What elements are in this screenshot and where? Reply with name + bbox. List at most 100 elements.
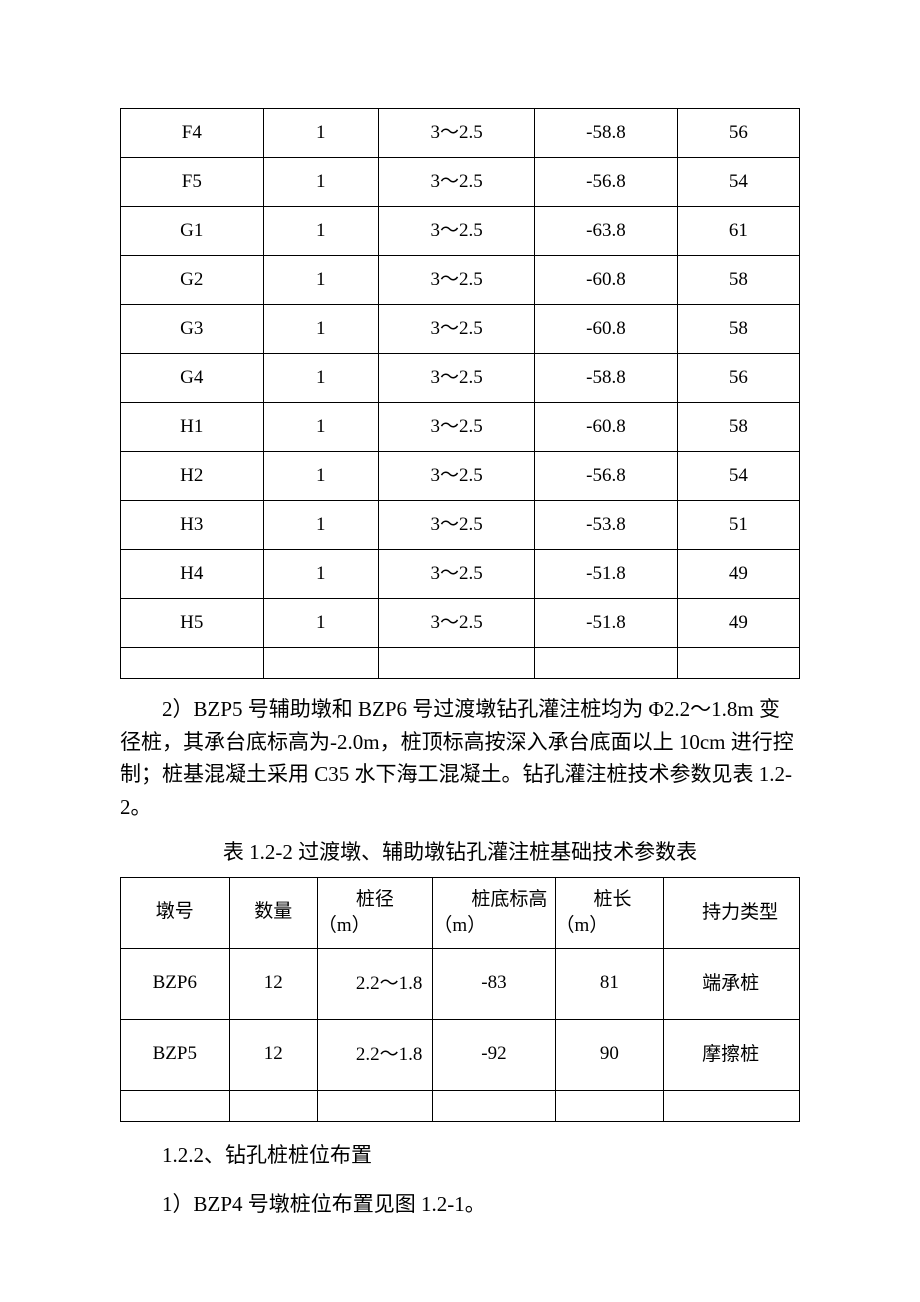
cell-elevation: -56.8 (535, 158, 678, 207)
table-row-empty (121, 1090, 800, 1121)
cell-elevation: -58.8 (535, 109, 678, 158)
cell-empty (535, 648, 678, 679)
cell-diameter: 3～2.5 (379, 109, 535, 158)
cell-length: 49 (677, 599, 799, 648)
cell-code: H1 (121, 403, 264, 452)
cell-diameter: 3～2.5 (379, 305, 535, 354)
cell-diameter: 3～2.5 (379, 550, 535, 599)
cell-diameter: 3～2.5 (379, 599, 535, 648)
table-2-caption: 表 1.2-2 过渡墩、辅助墩钻孔灌注桩基础技术参数表 (120, 837, 800, 869)
cell-code: G1 (121, 207, 264, 256)
cell-pier-no: BZP6 (121, 948, 230, 1019)
table-row: H4 1 3～2.5 -51.8 49 (121, 550, 800, 599)
cell-length: 54 (677, 452, 799, 501)
cell-code: F4 (121, 109, 264, 158)
section-heading-1-2-2: 1.2.2、钻孔桩桩位布置 (120, 1140, 800, 1172)
cell-diameter: 3～2.5 (379, 403, 535, 452)
cell-qty: 1 (263, 354, 378, 403)
cell-elevation: -60.8 (535, 305, 678, 354)
cell-diameter: 3～2.5 (379, 256, 535, 305)
cell-qty: 1 (263, 109, 378, 158)
cell-diameter: 2.2～1.8 (317, 1019, 432, 1090)
table-row: G1 1 3～2.5 -63.8 61 (121, 207, 800, 256)
table-row: G3 1 3～2.5 -60.8 58 (121, 305, 800, 354)
cell-diameter: 2.2～1.8 (317, 948, 432, 1019)
cell-elevation: -53.8 (535, 501, 678, 550)
table-row: BZP5 12 2.2～1.8 -92 90 摩擦桩 (121, 1019, 800, 1090)
cell-code: G3 (121, 305, 264, 354)
cell-code: H5 (121, 599, 264, 648)
header-bearing-type: 持力类型 (664, 877, 800, 948)
cell-elevation: -56.8 (535, 452, 678, 501)
cell-diameter: 3～2.5 (379, 158, 535, 207)
cell-elevation: -63.8 (535, 207, 678, 256)
table-row: BZP6 12 2.2～1.8 -83 81 端承桩 (121, 948, 800, 1019)
table-row: H3 1 3～2.5 -53.8 51 (121, 501, 800, 550)
cell-elevation: -60.8 (535, 403, 678, 452)
cell-elevation: -51.8 (535, 599, 678, 648)
cell-qty: 1 (263, 452, 378, 501)
table-row: F4 1 3～2.5 -58.8 56 (121, 109, 800, 158)
header-bottom-elev: 桩底标高（m） (433, 877, 555, 948)
cell-length: 51 (677, 501, 799, 550)
cell-elevation: -51.8 (535, 550, 678, 599)
cell-qty: 1 (263, 158, 378, 207)
table-row: F5 1 3～2.5 -56.8 54 (121, 158, 800, 207)
table-row: G4 1 3～2.5 -58.8 56 (121, 354, 800, 403)
page-root: F4 1 3～2.5 -58.8 56 F5 1 3～2.5 -56.8 54 … (0, 0, 920, 1302)
cell-length: 54 (677, 158, 799, 207)
header-diameter: 桩径（m） (317, 877, 432, 948)
cell-length: 49 (677, 550, 799, 599)
cell-qty: 1 (263, 403, 378, 452)
cell-empty (121, 648, 264, 679)
cell-length: 58 (677, 256, 799, 305)
table-row: G2 1 3～2.5 -60.8 58 (121, 256, 800, 305)
cell-code: H2 (121, 452, 264, 501)
cell-qty: 1 (263, 599, 378, 648)
section-item-1: 1）BZP4 号墩桩位布置见图 1.2-1。 (120, 1189, 800, 1221)
cell-diameter: 3～2.5 (379, 207, 535, 256)
cell-diameter: 3～2.5 (379, 501, 535, 550)
cell-empty (229, 1090, 317, 1121)
cell-diameter: 3～2.5 (379, 452, 535, 501)
cell-code: G4 (121, 354, 264, 403)
cell-empty (677, 648, 799, 679)
table-row: H1 1 3～2.5 -60.8 58 (121, 403, 800, 452)
cell-qty: 1 (263, 501, 378, 550)
cell-code: G2 (121, 256, 264, 305)
table-2: 墩号 数量 桩径（m） 桩底标高（m） 桩长（m） 持力类型 BZP6 12 2… (120, 877, 800, 1122)
paragraph-description: 2）BZP5 号辅助墩和 BZP6 号过渡墩钻孔灌注桩均为 Φ2.2～1.8m … (120, 693, 800, 823)
cell-bottom-elev: -83 (433, 948, 555, 1019)
cell-length: 56 (677, 109, 799, 158)
cell-qty: 1 (263, 550, 378, 599)
header-pier-no: 墩号 (121, 877, 230, 948)
cell-length: 90 (555, 1019, 664, 1090)
cell-code: H3 (121, 501, 264, 550)
cell-elevation: -58.8 (535, 354, 678, 403)
cell-bearing-type: 端承桩 (664, 948, 800, 1019)
cell-qty: 12 (229, 948, 317, 1019)
table-row-empty (121, 648, 800, 679)
cell-empty (379, 648, 535, 679)
cell-qty: 1 (263, 256, 378, 305)
cell-qty: 1 (263, 305, 378, 354)
cell-length: 58 (677, 403, 799, 452)
cell-length: 58 (677, 305, 799, 354)
cell-pier-no: BZP5 (121, 1019, 230, 1090)
cell-bottom-elev: -92 (433, 1019, 555, 1090)
cell-empty (317, 1090, 432, 1121)
header-qty: 数量 (229, 877, 317, 948)
cell-length: 56 (677, 354, 799, 403)
cell-empty (121, 1090, 230, 1121)
cell-empty (433, 1090, 555, 1121)
cell-diameter: 3～2.5 (379, 354, 535, 403)
table-1: F4 1 3～2.5 -58.8 56 F5 1 3～2.5 -56.8 54 … (120, 108, 800, 679)
cell-code: F5 (121, 158, 264, 207)
cell-empty (664, 1090, 800, 1121)
cell-empty (555, 1090, 664, 1121)
table-row: H2 1 3～2.5 -56.8 54 (121, 452, 800, 501)
cell-length: 61 (677, 207, 799, 256)
table-header-row: 墩号 数量 桩径（m） 桩底标高（m） 桩长（m） 持力类型 (121, 877, 800, 948)
cell-qty: 12 (229, 1019, 317, 1090)
cell-qty: 1 (263, 207, 378, 256)
